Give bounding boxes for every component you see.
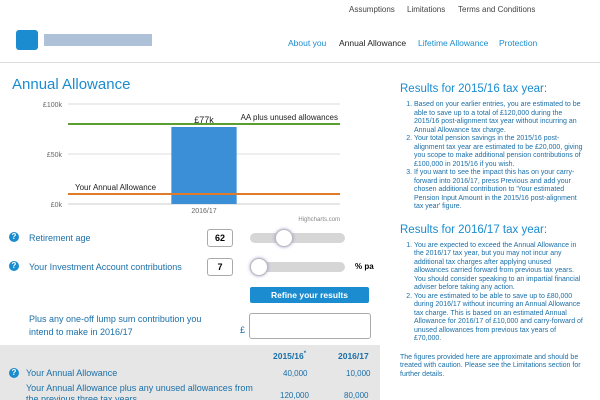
row-label: Your Annual Allowance plus any unused al… xyxy=(26,383,253,400)
results-title: Results for 2015/16 tax year: xyxy=(400,83,548,95)
column-header: 2016/17 xyxy=(338,351,369,361)
help-icon[interactable]: ? xyxy=(9,232,19,242)
plot-line-label: Your Annual Allowance xyxy=(75,183,157,192)
slider-track[interactable] xyxy=(250,262,345,272)
currency: £ xyxy=(240,325,246,335)
results-title: Results for 2016/17 tax year: xyxy=(400,223,548,236)
nav-link[interactable]: Assumptions xyxy=(349,5,395,14)
note-mark: * xyxy=(303,351,307,358)
credit: Highcharts.com xyxy=(298,217,340,223)
bar xyxy=(171,127,237,204)
plot-line-label: AA plus unused allowances xyxy=(241,113,338,122)
nav-link[interactable]: About you xyxy=(288,38,327,48)
unit: % pa xyxy=(355,262,374,271)
y-tick-label: £100k xyxy=(43,102,63,109)
lump-sum-input[interactable] xyxy=(249,313,371,339)
results: Results for 2015/16 tax year: Based on y… xyxy=(400,83,585,379)
result-item: If you want to see the impact this has o… xyxy=(414,169,585,212)
slider-track[interactable] xyxy=(250,233,345,243)
row-label: Your Annual Allowance xyxy=(26,368,118,378)
footnote: The figures provided here are approximat… xyxy=(400,353,581,378)
help-icon[interactable]: ? xyxy=(9,261,19,271)
results-list: Based on your earlier entries, you are e… xyxy=(400,101,585,212)
results-list: You are expected to exceed the Annual Al… xyxy=(400,242,585,344)
input-label: Your Investment Account contributions xyxy=(29,262,182,272)
input-value[interactable]: 7 xyxy=(207,258,233,276)
x-tick-label: 2016/17 xyxy=(191,208,216,215)
nav-link[interactable]: Lifetime Allowance xyxy=(418,38,489,48)
cell: 10,000 xyxy=(346,369,371,378)
result-item: You are estimated to be able to save up … xyxy=(414,293,585,344)
slider-knob[interactable] xyxy=(275,229,293,247)
cell: 80,000 xyxy=(344,391,369,400)
slider-knob[interactable] xyxy=(250,258,268,276)
cell: 120,000 xyxy=(280,391,309,400)
heading: Annual Allowance xyxy=(12,76,131,93)
nav-link[interactable]: Protection xyxy=(499,38,538,48)
y-tick-label: £50k xyxy=(47,152,63,159)
help-icon[interactable]: ? xyxy=(9,368,19,378)
result-item: Based on your earlier entries, you are e… xyxy=(414,101,585,135)
result-item: You are expected to exceed the Annual Al… xyxy=(414,242,585,293)
result-item: Your total pension savings in the 2015/1… xyxy=(414,135,585,169)
column-header: 2015/16* xyxy=(273,351,306,361)
table: 2015/16* 2016/17 ? Your Annual Allowance… xyxy=(0,345,380,400)
chart: £0k £50k £100k 2016/17 £77k AA plus unused al… xyxy=(43,102,340,223)
y-tick-label: £0k xyxy=(51,202,63,209)
nav-link[interactable]: Annual Allowance xyxy=(339,38,407,48)
cell: 40,000 xyxy=(283,369,308,378)
lump-sum-label: Plus any one-off lump sum contribution y… xyxy=(29,314,202,337)
logo xyxy=(16,30,156,50)
input-value[interactable]: 62 xyxy=(207,229,233,247)
nav-link[interactable]: Limitations xyxy=(407,5,446,14)
refine-button[interactable]: Refine your results xyxy=(250,287,369,303)
input-label: Retirement age xyxy=(29,233,91,243)
divider xyxy=(0,62,600,63)
nav-link[interactable]: Terms and Conditions xyxy=(458,5,536,14)
column-header-text: 2015/16 xyxy=(273,351,304,361)
value-label: £77k xyxy=(194,115,214,125)
